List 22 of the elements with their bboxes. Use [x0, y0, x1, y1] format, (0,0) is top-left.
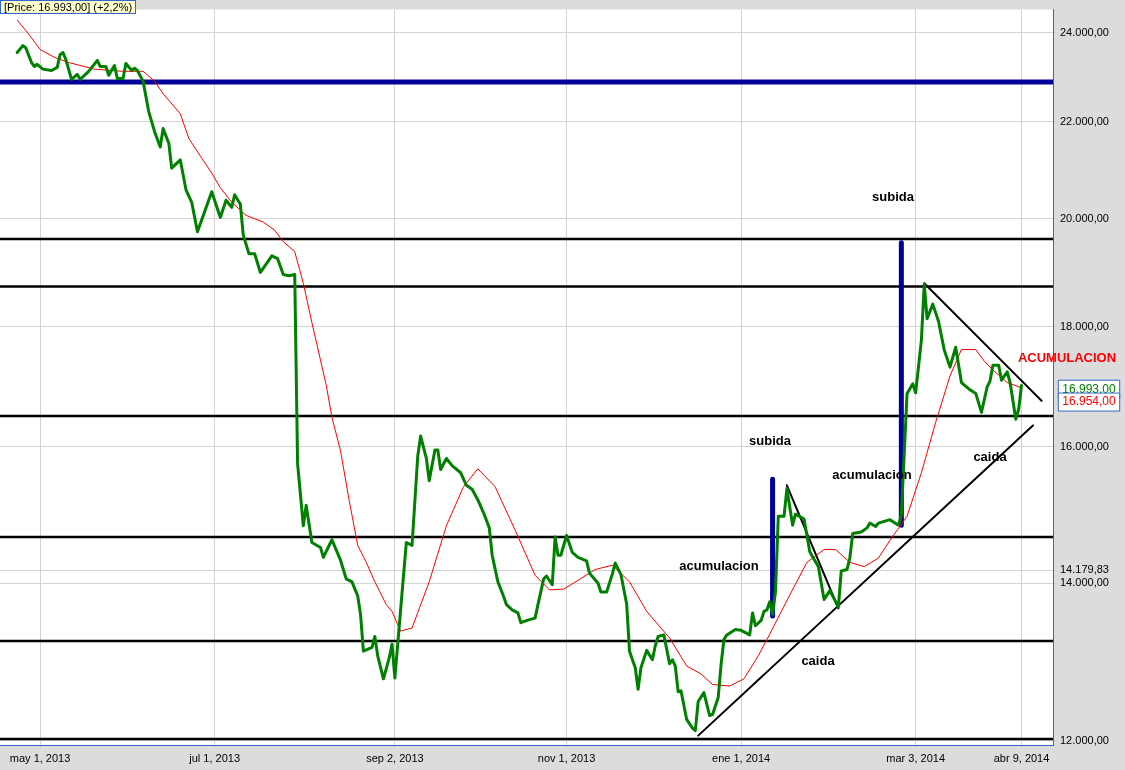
x-tick-label: abr 9, 2014 — [993, 751, 1050, 764]
y-tick-label: 14.179,83 — [1060, 563, 1109, 576]
y-tick-label: 24.000,00 — [1060, 25, 1109, 38]
y-tick-label: 18.000,00 — [1060, 319, 1109, 332]
x-tick-label: mar 3, 2014 — [886, 751, 945, 764]
x-tick-label: sep 2, 2013 — [366, 751, 424, 764]
text: 16.954,00 — [1062, 394, 1117, 409]
annotation: caida — [801, 653, 836, 669]
annotation: subida — [749, 433, 792, 449]
annotation: subida — [872, 189, 915, 205]
text: 16.993,00 — [1062, 381, 1117, 396]
y-tick-label: 20.000,00 — [1060, 212, 1109, 224]
x-tick-label: ene 1, 2014 — [712, 751, 771, 764]
chart-title: [Price: 16.993,00] (+2,2%) — [0, 0, 137, 14]
y-tick-label: 22.000,00 — [1060, 114, 1109, 127]
x-tick-label: may 1, 2013 — [9, 751, 71, 764]
x-tick-label: nov 1, 2013 — [537, 751, 596, 764]
y-tick-label: 12.000,00 — [1060, 733, 1109, 746]
y-tick-label: 14.000,00 — [1060, 576, 1109, 589]
y-tick-label: 16.000,00 — [1060, 439, 1109, 452]
annotation: acumulacion — [679, 558, 759, 574]
x-tick-label: jul 1, 2013 — [188, 751, 240, 764]
